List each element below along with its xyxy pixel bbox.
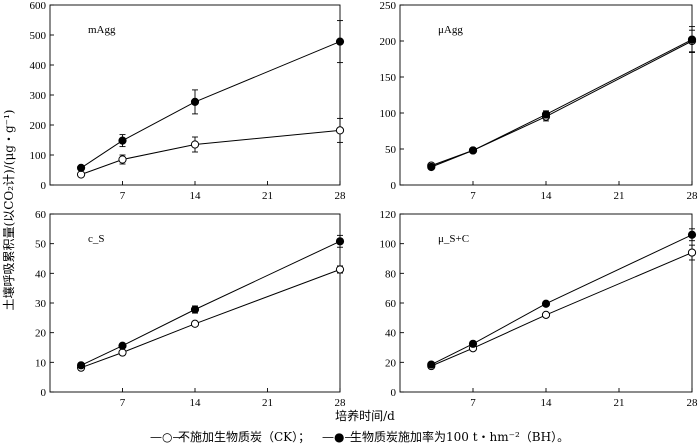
series-line — [80, 129, 341, 175]
panel-c-s: 0 10 20 30 40 50 60 7 14 21 28 c_S — [35, 209, 346, 409]
y-tick-label: 40 — [35, 268, 47, 280]
legend-label-bh: 生物质炭施加率为100 t・hm⁻²（BH）。 — [350, 429, 569, 444]
x-tick-label: 21 — [262, 397, 273, 409]
series-line — [80, 240, 341, 366]
data-point — [335, 126, 345, 135]
data-point — [687, 35, 697, 44]
y-tick-label: 500 — [30, 30, 47, 42]
data-point — [335, 265, 345, 274]
x-tick-label: 7 — [470, 397, 476, 409]
x-tick-label: 21 — [614, 190, 625, 202]
series-line — [80, 269, 341, 369]
x-tick-label: 21 — [262, 190, 273, 202]
x-tick-label: 14 — [541, 190, 553, 202]
data-point — [118, 155, 127, 164]
series-ck — [427, 29, 697, 170]
series-line — [431, 252, 693, 367]
y-tick-label: 50 — [35, 239, 47, 251]
y-tick-label: 400 — [30, 60, 47, 72]
y-tick-label: 20 — [385, 357, 397, 369]
panel-uagg: 0 50 100 150 200 250 7 14 21 28 μAgg — [380, 0, 699, 202]
series-bh — [427, 26, 697, 172]
y-tick-label: 20 — [35, 328, 47, 340]
legend-marker-ck: —○— — [150, 430, 184, 444]
y-tick-label: 100 — [380, 239, 397, 251]
y-tick-label: 60 — [35, 209, 47, 221]
data-point — [118, 341, 127, 350]
data-point — [76, 163, 86, 172]
legend-label-ck: 不施加生物质炭（CK）； — [178, 430, 310, 444]
x-tick-label: 28 — [687, 190, 699, 202]
y-tick-label: 0 — [41, 387, 47, 399]
x-tick-label: 14 — [190, 190, 202, 202]
series-line — [431, 39, 693, 168]
panel-label-uagg: μAgg — [438, 24, 463, 36]
y-tick-label: 600 — [30, 0, 47, 12]
x-tick-label: 14 — [541, 397, 553, 409]
y-tick-label: 100 — [30, 150, 47, 162]
y-axis-title: 土壤呼吸累积量(以CO₂计)/(μg・g⁻¹) — [1, 110, 16, 311]
y-tick-label: 200 — [30, 120, 47, 132]
y-tick-label: 100 — [380, 108, 397, 120]
data-point — [76, 361, 86, 370]
y-tick-label: 250 — [380, 0, 397, 12]
data-point — [468, 146, 478, 155]
series-ck — [76, 117, 345, 179]
x-tick-label: 28 — [687, 397, 699, 409]
panel-label-u-s-c: μ_S+C — [438, 233, 469, 245]
data-point — [468, 339, 478, 348]
x-tick-label: 21 — [614, 397, 625, 409]
data-point — [687, 248, 697, 257]
y-tick-label: 120 — [380, 209, 397, 221]
panel-label-magg: mAgg — [88, 24, 116, 36]
data-point — [541, 110, 551, 119]
data-point — [190, 140, 200, 149]
y-tick-label: 0 — [391, 387, 397, 399]
panel-magg: 0 100 200 300 400 500 600 7 14 21 28 mAgg — [30, 0, 347, 202]
y-tick-label: 0 — [41, 180, 47, 192]
x-tick-label: 28 — [335, 397, 347, 409]
data-point — [687, 230, 697, 239]
y-tick-label: 300 — [30, 90, 47, 102]
legend: —○— 不施加生物质炭（CK）； —●— 生物质炭施加率为100 t・hm⁻²（… — [150, 429, 569, 444]
panel-u-s-c: 0 20 40 60 80 100 120 7 14 21 28 μ_S+C — [380, 209, 699, 409]
panel-label-c-s: c_S — [88, 233, 105, 245]
series-line — [80, 41, 341, 169]
data-point — [541, 310, 551, 319]
series-ck — [427, 244, 697, 371]
series-bh — [76, 20, 345, 172]
y-tick-label: 150 — [380, 72, 397, 84]
data-point — [335, 237, 345, 246]
x-tick-label: 7 — [120, 397, 126, 409]
y-tick-label: 80 — [385, 268, 397, 280]
x-tick-label: 14 — [190, 397, 202, 409]
data-point — [335, 37, 345, 46]
y-tick-label: 40 — [385, 328, 397, 340]
data-point — [190, 319, 200, 328]
series-bh — [76, 234, 345, 370]
series-line — [431, 40, 693, 167]
legend-marker-bh: —●— — [322, 430, 356, 444]
x-tick-label: 7 — [120, 190, 126, 202]
y-tick-label: 60 — [385, 298, 397, 310]
x-tick-label: 7 — [470, 190, 476, 202]
data-point — [118, 136, 127, 145]
data-point — [541, 299, 551, 308]
y-tick-label: 10 — [35, 357, 47, 369]
series-line — [431, 234, 693, 366]
data-point — [427, 162, 436, 172]
y-tick-label: 0 — [391, 180, 397, 192]
y-tick-label: 50 — [385, 144, 397, 156]
series-ck — [76, 265, 345, 372]
data-point — [190, 305, 200, 314]
data-point — [118, 348, 127, 357]
data-point — [190, 97, 200, 107]
data-point — [427, 360, 436, 369]
x-tick-label: 28 — [335, 190, 347, 202]
y-tick-label: 200 — [380, 36, 397, 48]
series-bh — [427, 228, 697, 369]
y-tick-label: 30 — [35, 298, 47, 310]
x-axis-title: 培养时间/d — [335, 408, 395, 423]
